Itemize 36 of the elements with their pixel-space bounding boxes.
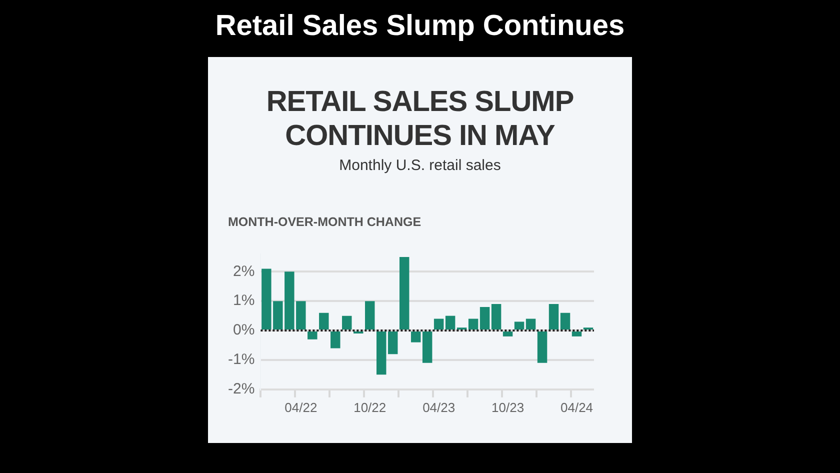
y-tick-label: 2% — [232, 262, 255, 280]
chart-subtitle: Monthly U.S. retail sales — [338, 157, 502, 174]
x-tick-label: 10/22 — [354, 400, 386, 415]
bar — [342, 316, 352, 330]
bar — [434, 318, 444, 330]
x-tick-label: 04/24 — [560, 400, 594, 415]
x-tick-label: 04/23 — [422, 400, 456, 415]
bar — [376, 332, 386, 375]
bar — [502, 332, 513, 336]
bar — [365, 301, 375, 330]
y-tick-label: 0% — [232, 322, 255, 339]
bar — [537, 332, 548, 363]
x-tick-label: 10/23 — [492, 400, 524, 415]
bar — [410, 332, 421, 342]
bar — [445, 316, 456, 330]
bar — [468, 318, 478, 330]
y-axis-title: MONTH-OVER-MONTH CHANGE — [228, 215, 422, 229]
bar — [308, 332, 318, 340]
bar — [572, 332, 582, 336]
bar — [422, 332, 432, 363]
bar — [491, 304, 502, 330]
bar — [560, 312, 570, 330]
bar — [330, 332, 340, 348]
bar — [526, 318, 536, 330]
bar — [319, 312, 329, 330]
y-tick-label: -1% — [228, 351, 255, 368]
bar — [514, 322, 524, 330]
chart-title: RETAIL SALES SLUMP CONTINUES IN MAY — [265, 85, 575, 153]
bar — [548, 304, 559, 330]
bar — [388, 332, 398, 354]
x-tick-label: 04/22 — [284, 400, 318, 415]
bar — [399, 256, 410, 330]
y-tick-label: -2% — [228, 380, 255, 398]
bar — [480, 306, 490, 330]
text: Retail Sales Slump Continues — [214, 10, 626, 43]
y-tick-label: 1% — [232, 292, 255, 310]
